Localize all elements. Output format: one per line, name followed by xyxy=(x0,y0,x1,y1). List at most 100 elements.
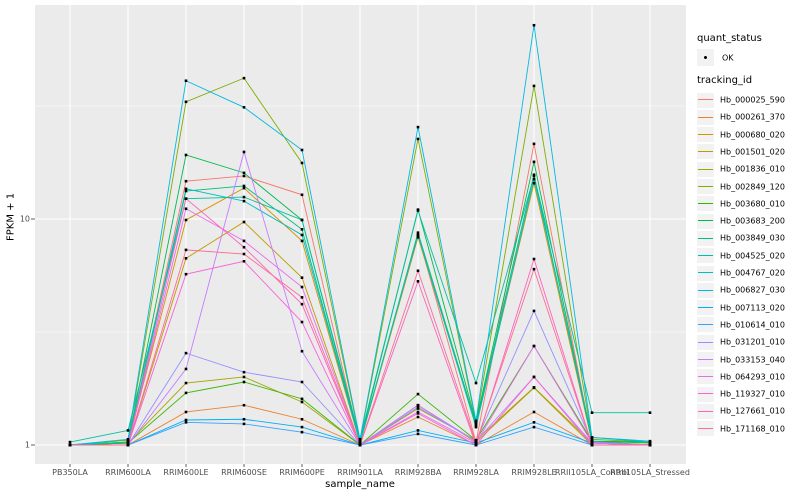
legend-key-ok xyxy=(697,49,714,66)
data-point xyxy=(532,84,536,88)
data-point xyxy=(300,148,304,152)
legend-line-icon xyxy=(698,428,713,429)
data-point xyxy=(184,351,188,355)
legend-key-swatch xyxy=(697,127,714,143)
data-point xyxy=(358,443,362,447)
data-point xyxy=(242,380,246,384)
legend-item-label: Hb_064293_010 xyxy=(720,372,785,382)
data-point xyxy=(300,276,304,279)
data-point xyxy=(242,174,246,178)
legend-key-swatch xyxy=(697,230,714,246)
data-point xyxy=(300,285,304,289)
legend-line-icon xyxy=(698,237,713,239)
x-tick-label: RRII105LA_Control xyxy=(554,468,630,477)
data-point xyxy=(126,440,130,444)
data-point xyxy=(416,269,420,273)
data-point xyxy=(532,386,536,389)
legend-key-swatch xyxy=(697,352,714,367)
legend-line-icon xyxy=(698,393,713,395)
data-point xyxy=(648,411,652,414)
data-point xyxy=(532,142,536,146)
data-point xyxy=(300,239,304,243)
legend: quant_status OK tracking_id Hb_000025_59… xyxy=(697,0,799,500)
data-point xyxy=(532,160,536,164)
legend-item-label: Hb_003680_010 xyxy=(720,199,785,209)
data-point xyxy=(184,79,188,83)
data-point xyxy=(184,367,188,371)
legend-key-swatch xyxy=(697,92,714,108)
legend-key-swatch xyxy=(697,179,714,194)
data-point xyxy=(474,424,478,427)
x-tick-label: PB350LA xyxy=(52,468,88,477)
data-point xyxy=(300,430,304,434)
x-tick-label: RRIM901LA xyxy=(337,468,383,477)
x-tick-label: RRIM600SE xyxy=(221,468,267,477)
legend-item-label: Hb_004525_020 xyxy=(720,251,785,261)
data-point xyxy=(474,425,478,429)
data-point xyxy=(300,349,304,353)
data-point xyxy=(300,228,304,231)
data-point xyxy=(532,425,536,429)
legend-key-swatch xyxy=(697,386,714,402)
data-point xyxy=(184,153,188,157)
data-point xyxy=(416,280,420,283)
data-point xyxy=(242,106,246,109)
legend-key-swatch xyxy=(697,282,714,298)
data-point xyxy=(532,410,536,414)
data-point xyxy=(184,189,188,193)
data-point xyxy=(300,380,304,384)
x-tick-label: RRIM600LE xyxy=(163,468,209,477)
legend-line-icon xyxy=(698,341,713,343)
data-point xyxy=(416,415,420,419)
data-point xyxy=(416,432,420,436)
legend-item-label: Hb_001501_020 xyxy=(720,147,785,157)
data-point xyxy=(532,177,536,181)
legend-item-label: Hb_001836_010 xyxy=(720,164,785,174)
data-point xyxy=(126,437,130,441)
y-axis-title: FPKM + 1 xyxy=(6,193,17,241)
data-point xyxy=(416,429,420,432)
data-point xyxy=(184,391,188,395)
data-point xyxy=(184,410,188,414)
legend-key-swatch xyxy=(697,317,714,333)
data-point xyxy=(300,397,304,401)
data-point xyxy=(242,220,246,224)
data-point xyxy=(474,439,478,443)
data-point xyxy=(242,370,246,374)
legend-item-label: Hb_000680_020 xyxy=(720,130,785,140)
y-tick-label: 1 xyxy=(24,440,30,450)
point-marker-icon xyxy=(703,55,708,60)
data-point xyxy=(184,218,188,222)
legend-key-swatch xyxy=(697,403,714,419)
data-point xyxy=(590,436,594,439)
data-point xyxy=(242,150,246,154)
data-point xyxy=(416,125,420,129)
data-point xyxy=(242,171,246,175)
data-point xyxy=(416,410,420,414)
data-point xyxy=(532,267,536,271)
data-point xyxy=(416,235,420,239)
data-point xyxy=(184,421,188,424)
data-point xyxy=(474,443,478,447)
data-point xyxy=(590,437,594,441)
data-point xyxy=(242,245,246,249)
legend-item-label: Hb_119327_010 xyxy=(720,389,785,399)
data-point xyxy=(184,207,188,211)
data-point xyxy=(242,184,246,188)
data-point xyxy=(416,233,420,237)
y-tick-label: 10 xyxy=(19,214,30,224)
legend-item-label: Hb_000025_590 xyxy=(720,95,785,105)
data-point xyxy=(532,257,536,261)
data-point xyxy=(474,381,478,385)
data-point xyxy=(474,422,478,426)
legend-label-ok: OK xyxy=(722,53,734,63)
data-point xyxy=(532,181,536,185)
legend-line-icon xyxy=(698,185,713,187)
legend-line-icon xyxy=(698,255,713,256)
legend-line-icon xyxy=(698,203,713,205)
legend-key-swatch xyxy=(697,265,714,281)
legend-item-label: Hb_031201_010 xyxy=(720,337,785,347)
legend-line-icon xyxy=(698,289,713,291)
